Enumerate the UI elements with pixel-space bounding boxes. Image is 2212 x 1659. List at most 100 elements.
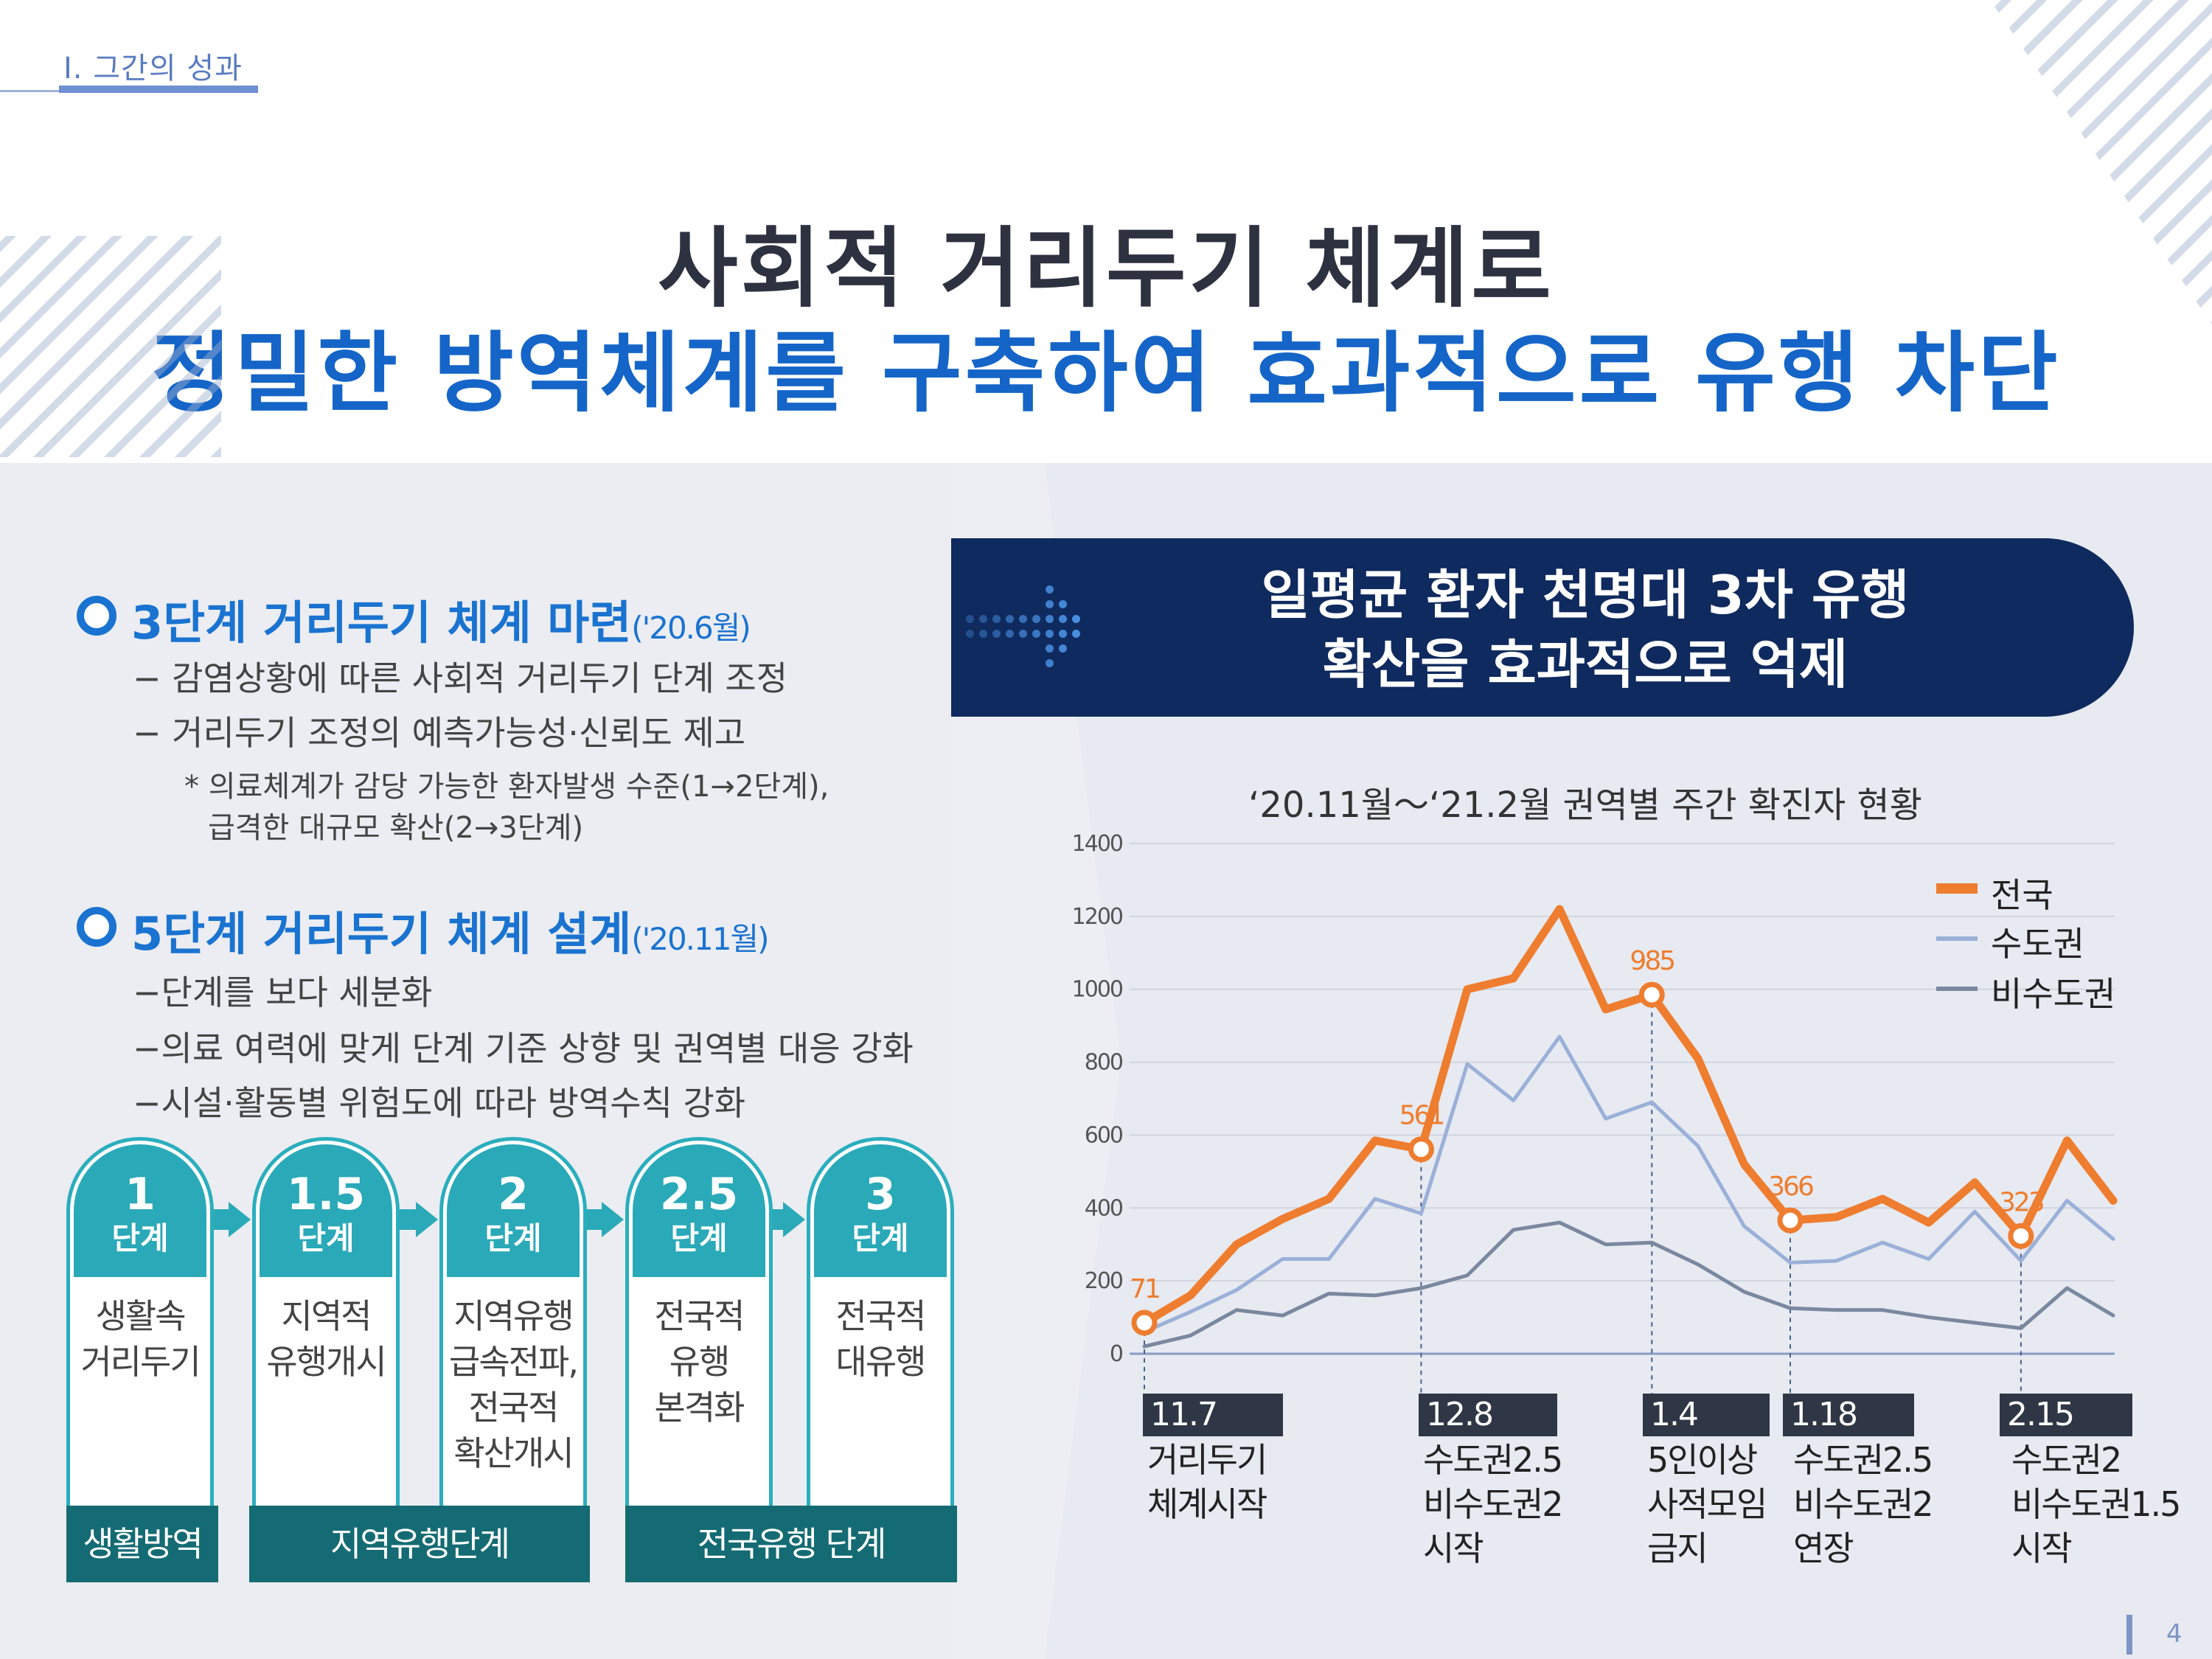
legend-national: 전국 [1991,875,2053,915]
data-label: 323 [1999,1187,2044,1217]
event-date-tag: 1.18 [1783,1394,1914,1436]
arrow-dot [1059,615,1067,623]
step-unit: 단계 [297,1220,355,1256]
summary-banner [951,538,2134,717]
arrow-dot [1072,615,1080,623]
chart-title: ‘20.11월～‘21.2월 권역별 주간 확진자 현황 [1248,785,1922,826]
y-tick-label: 1000 [1072,977,1123,1003]
data-label: 71 [1130,1274,1159,1304]
bullet-ring-icon [77,596,116,636]
step-number: 1 [125,1169,156,1220]
step-arrow-bar [587,1209,603,1230]
legend-nonmetro: 비수도권 [1991,974,2116,1014]
event-description: 수도권2.5 비수도권2 시작 [1423,1440,1564,1568]
bullet-title-1: 3단계 거리두기 체계 마련('20.6월) [131,596,751,650]
arrow-dot [1046,630,1054,638]
arrow-dot [1046,600,1054,608]
arrow-dot [1019,615,1027,623]
step-description: 지역유행 급속전파, 전국적 확산개시 [449,1296,579,1473]
bullet-1-note-1: * 의료체계가 감당 가능한 환자발생 수준(1→2단계), [184,770,830,804]
bullet-2-item-3: −시설·활동별 위험도에 따라 방역수칙 강화 [133,1083,746,1123]
event-description: 수도권2.5 비수도권2 연장 [1793,1440,1934,1568]
bullet-1-item-1: − 감염상황에 따른 사회적 거리두기 단계 조정 [133,658,788,698]
step-description: 전국적 유행 본격화 [654,1296,745,1427]
bullet-2-item-1: −단계를 보다 세분화 [133,973,433,1012]
page-number: 4 [2166,1619,2183,1649]
y-tick-label: 600 [1085,1122,1123,1148]
bullet-1-item-2: − 거리두기 조정의 예측가능성·신뢰도 제고 [133,713,746,753]
arrow-dot [1046,615,1054,623]
step-arrow-bar [400,1209,417,1230]
step-card-1-5: 1.5 단계 지역적 유행개시 [252,1137,400,1550]
legend-swatch-metro [1936,936,1978,941]
bullet-title-2: 5단계 거리두기 체계 설계('20.11월) [131,907,770,961]
step-unit: 단계 [670,1220,728,1256]
arrow-dot [1032,615,1040,623]
arrow-right-icon [229,1202,251,1237]
decorative-stripes-left [0,236,221,457]
dotted-arrow-icon [966,571,1113,689]
y-tick-label: 0 [1110,1341,1123,1367]
arrow-right-icon [783,1202,805,1237]
arrow-dot [979,630,987,638]
arrow-dot [1006,615,1014,623]
step-number: 1.5 [286,1169,366,1220]
arrow-dot [1019,630,1027,638]
step-number: 3 [865,1169,896,1220]
step-card-2-5: 2.5 단계 전국적 유행 본격화 [625,1137,773,1550]
legend-swatch-national [1936,883,1978,894]
series-line [1140,905,2118,1327]
event-description: 거리두기 체계시작 [1147,1440,1267,1524]
event-date-tag: 11.7 [1143,1394,1283,1436]
arrow-dot [1046,585,1054,594]
step-description: 지역적 유행개시 [266,1296,386,1382]
event-date-tag: 1.4 [1643,1394,1770,1436]
data-point-marker [1408,1136,1434,1163]
phase-life-quarantine: 생활방역 [66,1506,218,1582]
arrow-dot [979,615,987,623]
bullet-1-note-2: 급격한 대규모 확산(2→3단계) [208,811,584,845]
section-underline-accent [59,86,258,93]
event-date-tag: 2.15 [2000,1394,2132,1436]
arrow-dot [1006,630,1014,638]
step-card-3: 3 단계 전국적 대유행 [807,1137,954,1550]
legend-swatch-nonmetro [1936,987,1978,991]
data-point-marker [2008,1222,2034,1249]
y-tick-label: 200 [1085,1268,1123,1294]
data-label: 985 [1630,946,1674,976]
step-number: 2 [498,1169,529,1220]
page-title-line2: 정밀한 방역체계를 구축하여 효과적으로 유행 차단 [151,322,2061,424]
event-date-tag: 12.8 [1419,1394,1557,1436]
arrow-dot [992,630,1001,638]
series-line [1142,1220,2115,1349]
step-card-2: 2 단계 지역유행 급속전파, 전국적 확산개시 [439,1137,587,1550]
arrow-right-icon [416,1202,438,1237]
legend-metro: 수도권 [1991,924,2084,964]
data-point-marker [1638,981,1665,1008]
data-label: 561 [1399,1101,1444,1131]
phase-regional: 지역유행단계 [249,1506,590,1582]
bullet-2-item-2: −의료 여력에 맞게 단계 기준 상향 및 권역별 대응 강화 [133,1029,914,1068]
arrow-dot [992,615,1001,623]
step-arrow-bar [214,1209,230,1230]
phase-national: 전국유행 단계 [625,1506,957,1582]
arrow-dot [966,615,974,623]
y-tick-label: 400 [1085,1195,1123,1221]
arrow-dot [1059,644,1067,653]
y-tick-label: 1400 [1072,831,1123,857]
event-description: 수도권2 비수도권1.5 시작 [2011,1440,2181,1568]
page-number-bar [2126,1615,2132,1655]
data-label: 366 [1768,1172,1813,1202]
bullet-ring-icon [77,907,116,947]
arrow-dot [1046,644,1054,653]
y-tick-label: 800 [1085,1050,1123,1076]
arrow-dot [1046,659,1054,667]
step-unit: 단계 [852,1220,909,1256]
arrow-right-icon [602,1202,624,1237]
data-point-marker [1777,1207,1804,1234]
section-label: Ⅰ. 그간의 성과 [63,52,243,86]
y-tick-label: 1200 [1072,904,1123,930]
arrow-dot [1059,630,1067,638]
arrow-dot [1032,630,1040,638]
